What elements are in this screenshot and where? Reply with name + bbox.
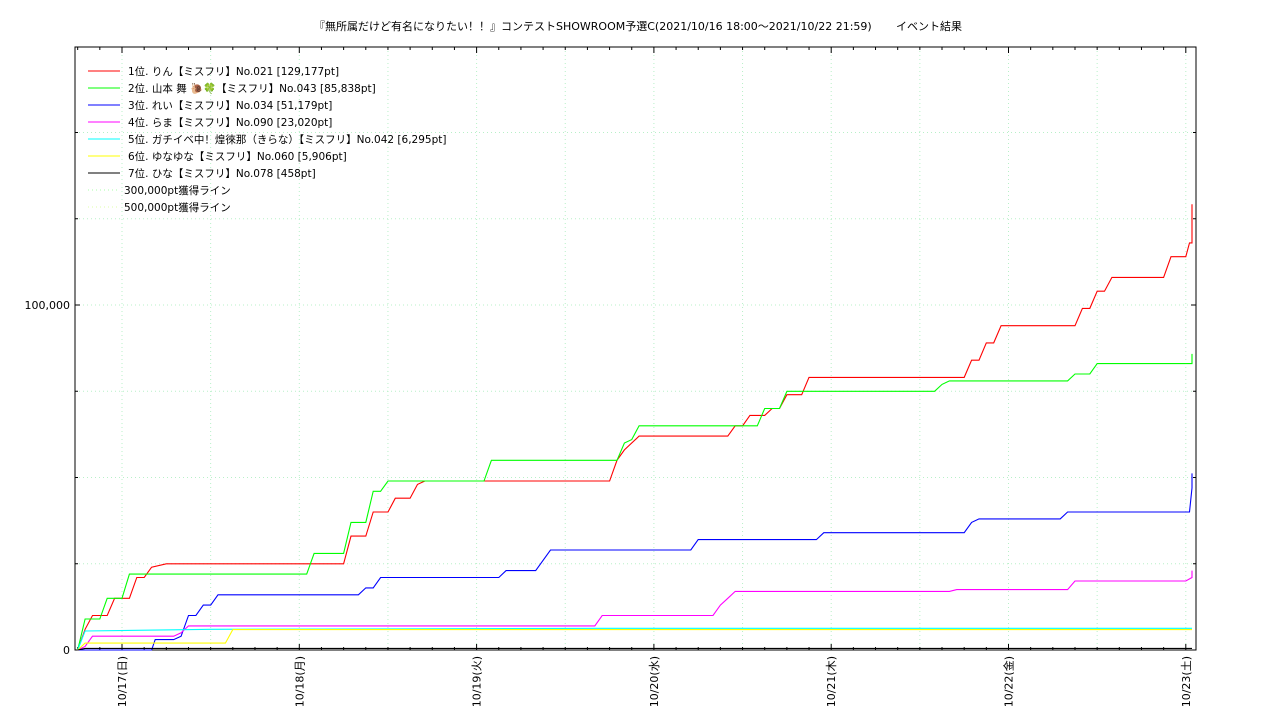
- series-line-5: [77, 627, 1192, 651]
- y-tick-label: 100,000: [25, 299, 71, 312]
- grid: [75, 47, 1196, 650]
- x-tick-label: 10/19(火): [471, 656, 484, 707]
- legend-label: 3位. れい【ミスフリ】No.034 [51,179pt]: [128, 99, 332, 112]
- y-tick-label: 0: [63, 644, 70, 657]
- chart-title: 『無所属だけど有名になりたい！！』コンテストSHOWROOM予選C(2021/1…: [314, 19, 872, 33]
- series-line-7: [77, 647, 1192, 651]
- series-line-4: [77, 570, 1193, 651]
- x-tick-label: 10/17(日): [116, 656, 129, 707]
- legend-label-reference: 500,000pt獲得ライン: [124, 201, 231, 214]
- series-line-1: [77, 204, 1193, 651]
- x-tick-label: 10/23(土): [1180, 656, 1193, 707]
- legend-label: 5位. ガチイベ中！煌徠那（きらな）【ミスフリ】No.042 [6,295pt]: [128, 133, 446, 146]
- axis-ticks: 0 100,000 10/17(日) 10/18(月) 10/19(火) 10/20(水)…: [25, 47, 1196, 707]
- legend: 1位. りん【ミスフリ】No.021 [129,177pt] 2位. 山本 舞 🐌…: [88, 65, 446, 214]
- plot-frame: [74, 46, 1197, 651]
- series-line-2: [77, 353, 1193, 651]
- legend-label: 6位. ゆなゆな【ミスフリ】No.060 [5,906pt]: [128, 150, 347, 163]
- series-line-3: [77, 473, 1193, 651]
- legend-label: 7位. ひな【ミスフリ】No.078 [458pt]: [128, 167, 316, 180]
- legend-label: 4位. らま【ミスフリ】No.090 [23,020pt]: [128, 116, 332, 129]
- legend-label: 1位. りん【ミスフリ】No.021 [129,177pt]: [128, 65, 339, 78]
- x-tick-label: 10/21(木): [825, 656, 838, 707]
- legend-label-reference: 300,000pt獲得ライン: [124, 184, 231, 197]
- x-tick-label: 10/18(月): [293, 656, 306, 707]
- series-lines: [77, 204, 1193, 651]
- legend-label: 2位. 山本 舞 🐌🍀【ミスフリ】No.043 [85,838pt]: [128, 82, 376, 95]
- series-line-6: [77, 629, 1192, 651]
- x-tick-label: 10/20(水): [648, 656, 661, 707]
- x-tick-label: 10/22(金): [1002, 656, 1016, 707]
- chart-subtitle: イベント結果: [896, 19, 962, 33]
